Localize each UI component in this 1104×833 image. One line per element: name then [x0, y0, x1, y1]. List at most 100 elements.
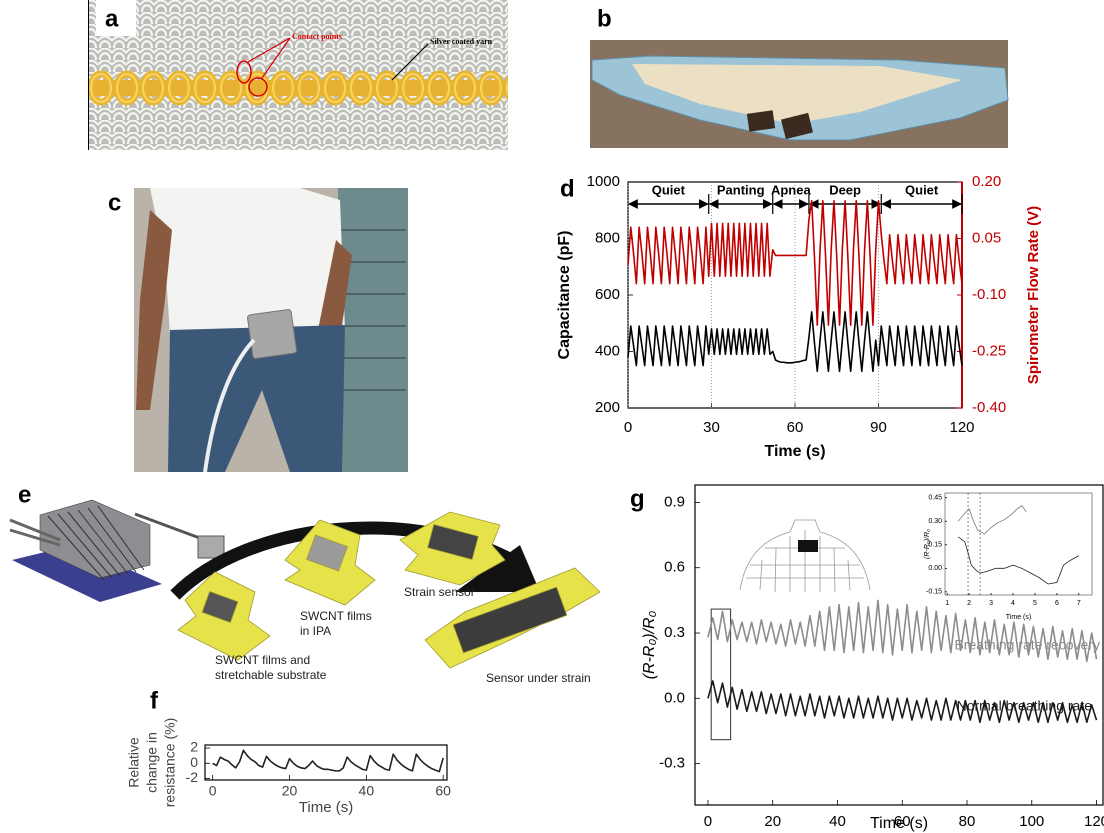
tweezers — [9, 528, 61, 547]
phase-label: Deep — [829, 182, 861, 197]
panel-b: b — [590, 5, 1009, 148]
contact-marker — [248, 77, 268, 97]
panel-letter: g — [630, 485, 645, 512]
y2-tick-label: -0.10 — [972, 286, 1006, 303]
panel-letter: c — [108, 189, 121, 216]
y-tick-label: 0.30 — [928, 518, 942, 525]
belt-inner — [632, 64, 962, 124]
x-tick-label: 20 — [764, 813, 781, 830]
chart: 1 2 3 4 5 6 7 -0.15 0.00 0.15 0.30 0.45 Time (s) (R-R… — [924, 492, 1093, 621]
y-tick-label: 2 — [190, 739, 198, 755]
x-tick-label: 120 — [949, 419, 974, 436]
x-axis-label: Time (s) — [764, 443, 825, 460]
annotation: Silver coated yarn — [430, 37, 493, 46]
phase-label: Quiet — [652, 182, 686, 197]
panel-a: a Contact points Silver coated yarn — [88, 0, 508, 150]
x-tick-label: 0 — [624, 419, 632, 436]
chart: g 0 20 40 60 80 100 120 -0.3 0.0 0.3 0.6 0.9 Time (s)… — [630, 484, 1104, 832]
panel-letter: b — [597, 5, 612, 32]
x-tick-label: 5 — [1033, 600, 1037, 607]
series-line — [707, 680, 1098, 724]
forest-lines — [47, 505, 145, 581]
highlight-box — [710, 608, 732, 741]
pointer — [261, 37, 291, 79]
electrode — [780, 112, 814, 140]
y2-tick-label: 0.05 — [972, 229, 1001, 246]
device — [247, 309, 297, 359]
step-label: Strain sensor — [404, 585, 475, 599]
x-tick-label: 40 — [359, 783, 375, 799]
cabinet — [338, 188, 408, 472]
x-tick-label: 40 — [829, 813, 846, 830]
panel-letter: f — [150, 687, 159, 714]
film-block — [197, 535, 225, 559]
x-tick-label: 60 — [894, 813, 911, 830]
y-axis-label: (R-R₀)/R₀ — [641, 610, 658, 679]
x-tick-label: 4 — [1011, 600, 1015, 607]
x-tick-label: 30 — [703, 419, 720, 436]
arm — [136, 210, 172, 410]
x-tick-label: 80 — [959, 813, 976, 830]
y-tick-label: 600 — [595, 286, 620, 303]
series-line — [957, 536, 1080, 585]
series-line — [957, 505, 1027, 535]
annotation: Contact points — [292, 32, 342, 41]
base-plate — [12, 545, 162, 602]
series-line — [627, 200, 963, 326]
tweezers — [134, 512, 206, 542]
y-tick-label: -0.15 — [926, 589, 942, 596]
panel-e: e SWCNT films and stretchable substrate … — [9, 481, 601, 685]
y-tick-label: 0.0 — [664, 689, 685, 706]
forest — [39, 499, 151, 579]
y-tick-label: 0 — [190, 754, 198, 770]
step-label: stretchable substrate — [215, 668, 327, 682]
x-axis-label: Time (s) — [1006, 614, 1031, 621]
x-tick-label: 20 — [282, 783, 298, 799]
y-axis-label: resistance (%) — [162, 718, 178, 807]
y-axis-label: (R-R₀)/R₀ — [924, 529, 931, 559]
x-tick-label: 60 — [787, 419, 804, 436]
series-label: Breathing rate recovery — [954, 637, 1100, 653]
phase-label: Apnea — [771, 182, 812, 197]
series-line — [627, 311, 963, 373]
x-tick-label: 1 — [945, 600, 949, 607]
y-tick-label: -0.3 — [659, 755, 685, 772]
letter-box — [96, 0, 136, 36]
x-tick-label: 3 — [989, 600, 993, 607]
x-tick-label: 7 — [1077, 600, 1081, 607]
panel-letter: d — [560, 175, 575, 202]
y-tick-label: 200 — [595, 399, 620, 416]
y-tick-label: 0.3 — [664, 624, 685, 641]
series-label: Normal breathing rate — [957, 698, 1093, 714]
plot-frame — [204, 744, 448, 781]
x-tick-label: 100 — [1019, 813, 1044, 830]
y-axis-label: Relative — [126, 737, 142, 788]
y2-tick-label: 0.20 — [972, 173, 1001, 190]
x-tick-label: 90 — [870, 419, 887, 436]
torso-illustration — [739, 519, 871, 593]
step-label: SWCNT films and — [215, 653, 310, 667]
panel-letter: e — [18, 481, 31, 508]
y-axis-label: change in — [144, 732, 160, 793]
y-tick-label: 0.6 — [664, 559, 685, 576]
panel-c: c — [108, 188, 408, 473]
y-tick-label: 0.45 — [928, 495, 942, 502]
y2-tick-label: -0.25 — [972, 342, 1006, 359]
x-axis-label: Time (s) — [870, 815, 928, 832]
shirt — [150, 188, 345, 335]
x-tick-label: 120 — [1084, 813, 1104, 830]
x-tick-label: 6 — [1055, 600, 1059, 607]
contact-marker — [236, 60, 252, 84]
y-tick-label: 1000 — [587, 173, 620, 190]
y2-tick-label: -0.40 — [972, 399, 1006, 416]
y-axis-label: Capacitance (pF) — [556, 231, 573, 360]
y-tick-label: 0.15 — [928, 542, 942, 549]
y-tick-label: 0.00 — [928, 565, 942, 572]
series-line — [212, 749, 444, 773]
phase-label: Panting — [717, 182, 765, 197]
series-line — [707, 599, 1098, 663]
y-tick-label: 800 — [595, 229, 620, 246]
y2-axis-label: Spirometer Flow Rate (V) — [1025, 206, 1042, 384]
electrode — [746, 110, 776, 132]
y-tick-label: 0.9 — [664, 493, 685, 510]
